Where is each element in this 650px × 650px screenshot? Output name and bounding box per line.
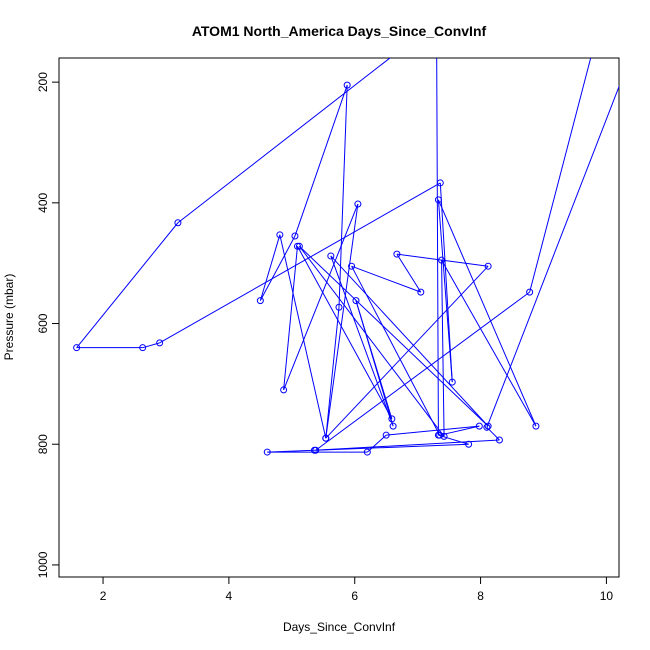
series-segment bbox=[338, 85, 348, 308]
data-point bbox=[295, 242, 303, 250]
data-point bbox=[352, 297, 360, 305]
series-segment bbox=[441, 259, 537, 427]
series-segment bbox=[396, 253, 422, 293]
y-axis: 200 400 600 800 1000 bbox=[36, 72, 59, 578]
data-point bbox=[526, 288, 534, 296]
plot-area bbox=[58, 57, 620, 578]
series-segment bbox=[441, 260, 445, 437]
series-segment bbox=[315, 443, 469, 451]
series-segment bbox=[330, 255, 394, 427]
data-point bbox=[174, 219, 182, 227]
data-point bbox=[393, 250, 401, 258]
data-point bbox=[263, 448, 271, 456]
series-segment bbox=[351, 265, 441, 436]
series-segment bbox=[299, 245, 489, 427]
x-axis-label: Days_Since_ConvInf bbox=[283, 620, 396, 634]
series-segment bbox=[283, 246, 298, 390]
data-point bbox=[156, 339, 164, 347]
series-segment bbox=[279, 234, 327, 439]
data-point bbox=[417, 288, 425, 296]
series-segment bbox=[386, 425, 480, 436]
series-segment bbox=[351, 265, 421, 293]
series-segment bbox=[297, 246, 393, 420]
data-point bbox=[256, 297, 264, 305]
series-segment bbox=[298, 245, 445, 437]
data-point bbox=[434, 431, 442, 439]
data-point bbox=[388, 415, 396, 423]
chart-title: ATOM1 North_America Days_Since_ConvInf bbox=[192, 23, 487, 39]
y-tick-label: 400 bbox=[36, 193, 50, 213]
series-segment bbox=[325, 203, 359, 439]
series-segment bbox=[325, 307, 340, 439]
data-point bbox=[475, 422, 483, 430]
data-point bbox=[532, 422, 540, 430]
data-point bbox=[354, 200, 362, 208]
data-point bbox=[434, 196, 442, 204]
x-axis: 2 4 6 8 10 bbox=[100, 577, 614, 603]
data-point bbox=[293, 242, 301, 250]
series-segment bbox=[529, 58, 592, 293]
data-point bbox=[389, 422, 397, 430]
data-point bbox=[465, 440, 473, 448]
series-segment bbox=[436, 58, 439, 436]
series-segment bbox=[438, 434, 469, 445]
x-tick-label: 2 bbox=[100, 589, 107, 603]
data-point bbox=[335, 303, 343, 311]
series-layer bbox=[76, 58, 619, 453]
y-tick-label: 200 bbox=[36, 72, 50, 92]
series-segment bbox=[486, 85, 619, 428]
y-tick-label: 800 bbox=[36, 434, 50, 454]
series-segment bbox=[177, 58, 391, 224]
data-point bbox=[348, 262, 356, 270]
data-point bbox=[280, 386, 288, 394]
data-point bbox=[291, 232, 299, 240]
series-segment bbox=[259, 234, 281, 301]
data-point bbox=[343, 81, 351, 89]
x-tick-label: 10 bbox=[600, 589, 614, 603]
marker-layer bbox=[73, 81, 540, 456]
x-tick-label: 8 bbox=[477, 589, 484, 603]
series-segment bbox=[437, 199, 537, 427]
data-point bbox=[483, 423, 491, 431]
data-point bbox=[363, 448, 371, 456]
data-point bbox=[73, 344, 81, 352]
data-point bbox=[438, 256, 446, 264]
data-point bbox=[484, 262, 492, 270]
series-segment bbox=[76, 222, 179, 348]
y-axis-label: Pressure (mbar) bbox=[2, 274, 16, 361]
data-point bbox=[448, 378, 456, 386]
y-tick-label: 1000 bbox=[36, 551, 50, 578]
x-tick-label: 6 bbox=[351, 589, 358, 603]
series-segment bbox=[294, 84, 348, 237]
data-point bbox=[436, 179, 444, 187]
data-point bbox=[484, 422, 492, 430]
data-point bbox=[276, 231, 284, 239]
series-segment bbox=[259, 235, 296, 301]
data-point bbox=[312, 446, 320, 454]
data-point bbox=[139, 344, 147, 352]
data-point bbox=[382, 431, 390, 439]
data-point bbox=[495, 436, 503, 444]
series-segment bbox=[283, 203, 359, 391]
series-segment bbox=[330, 255, 489, 427]
series-segment bbox=[355, 300, 394, 427]
x-tick-label: 4 bbox=[226, 589, 233, 603]
series-segment bbox=[325, 265, 489, 439]
series-segment bbox=[366, 434, 387, 453]
series-segment bbox=[159, 182, 441, 344]
data-point bbox=[322, 434, 330, 442]
y-tick-label: 600 bbox=[36, 313, 50, 333]
data-point bbox=[327, 252, 335, 260]
series-segment bbox=[439, 182, 453, 383]
series-segment bbox=[315, 291, 530, 451]
